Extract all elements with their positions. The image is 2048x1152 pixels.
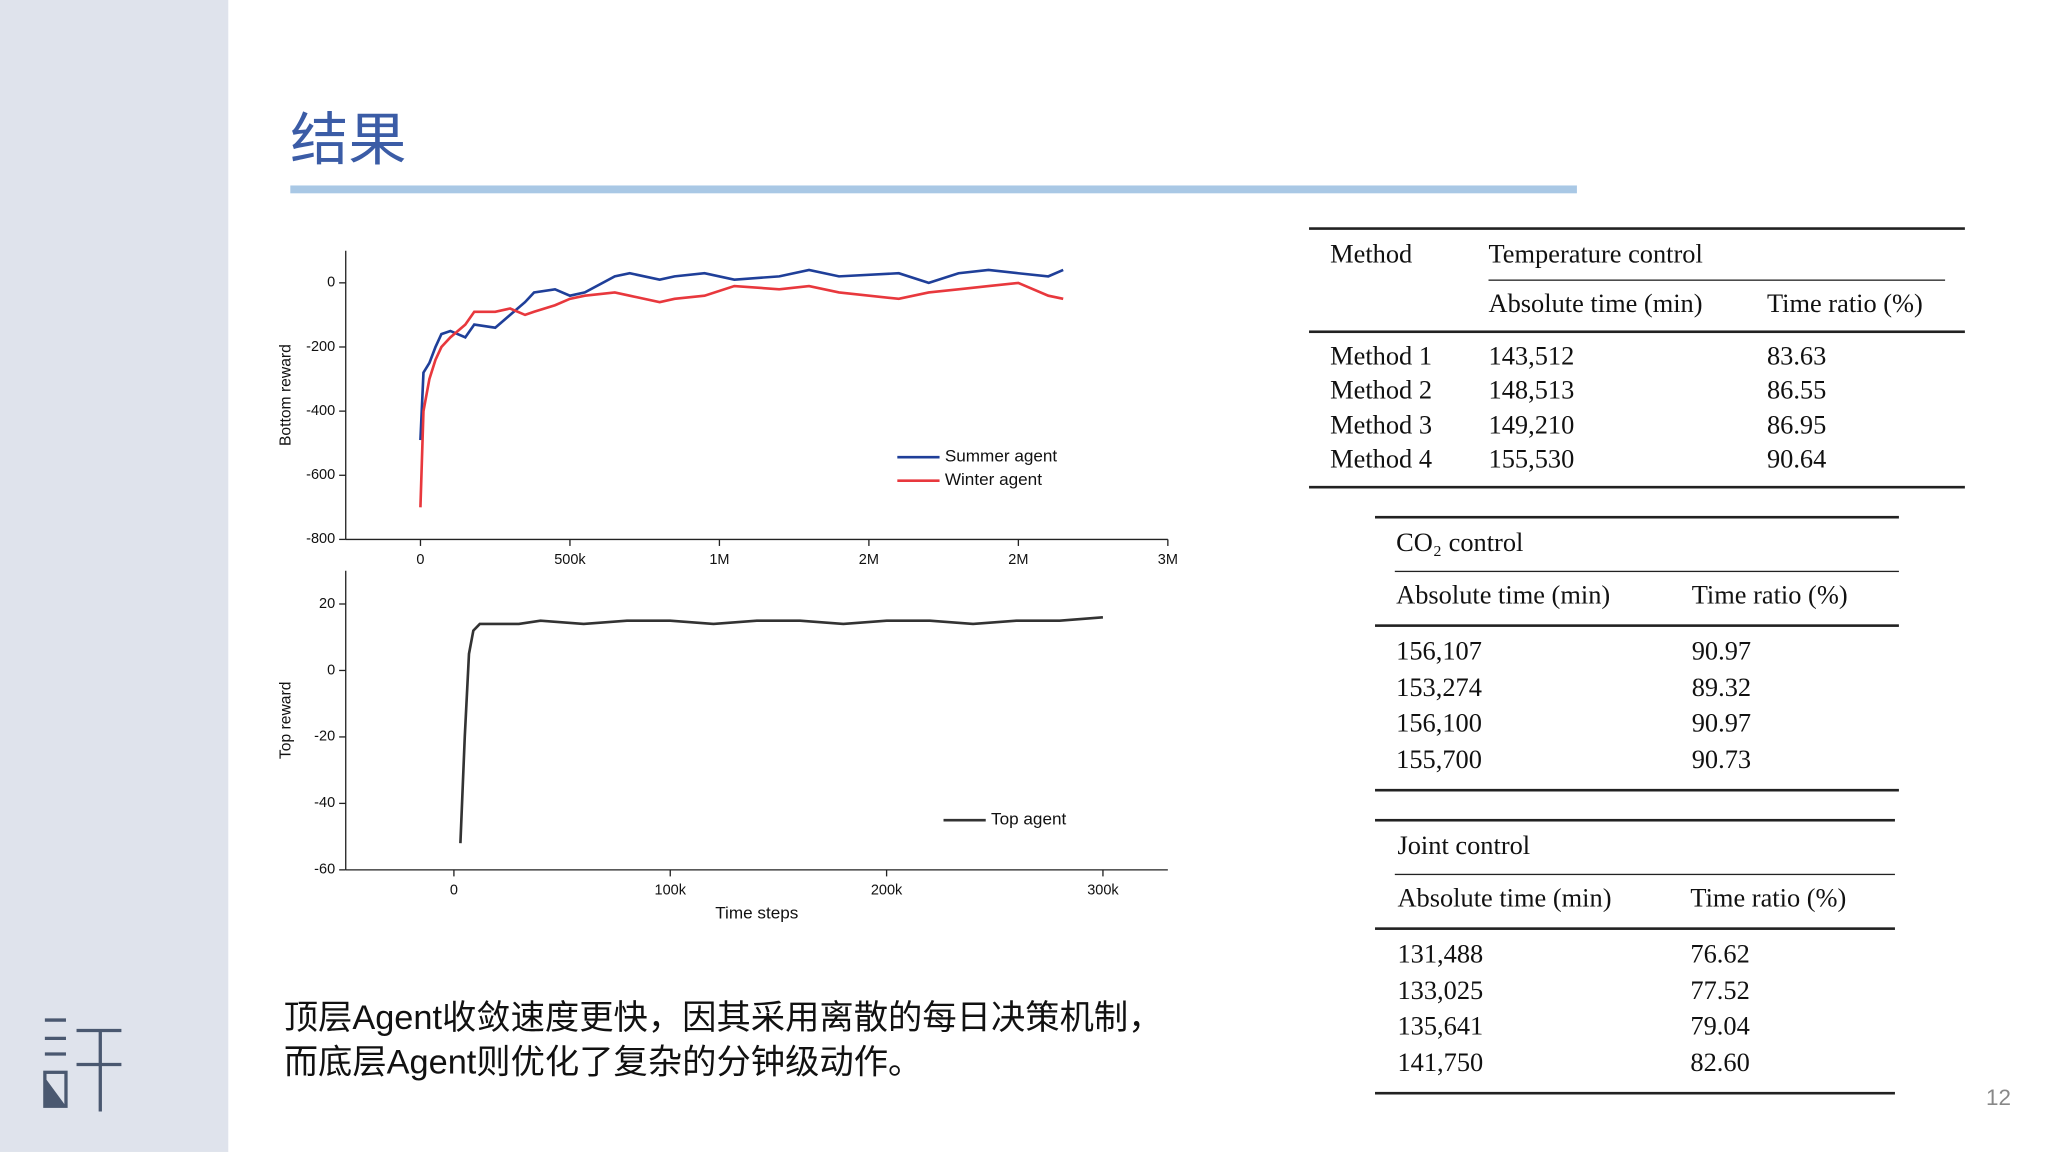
x-tick-label: 2M	[859, 552, 879, 568]
table-header: Time ratio (%)	[1766, 289, 1923, 319]
table-rule	[1375, 927, 1895, 930]
table-rule	[1375, 818, 1895, 822]
y-tick-label: -20	[314, 729, 335, 745]
table-cell: Method 4	[1330, 445, 1433, 474]
table-header: Time ratio (%)	[1691, 581, 1848, 610]
table-cell: Method 2	[1330, 376, 1433, 406]
legend-label: Summer agent	[945, 447, 1058, 466]
table-cell: 90.97	[1691, 637, 1752, 667]
y-tick-label: 0	[327, 662, 335, 678]
table-rule	[1309, 227, 1965, 230]
y-tick-label: -800	[306, 531, 335, 547]
legend-label: Top agent	[991, 810, 1067, 829]
table-header: Time ratio (%)	[1690, 884, 1847, 913]
table-rule	[1488, 279, 1946, 281]
table-header: Method	[1330, 240, 1413, 270]
table-cell: 89.32	[1691, 673, 1752, 703]
table-cell: 83.63	[1766, 342, 1827, 371]
table-cell: Method 1	[1330, 342, 1433, 371]
y-tick-label: -600	[306, 467, 335, 483]
table-cell: 90.97	[1691, 709, 1752, 739]
x-tick-label: 300k	[1087, 883, 1119, 899]
table-group-header: Joint control	[1397, 831, 1531, 861]
table-cell: 153,274	[1396, 673, 1482, 703]
table-rule	[1309, 330, 1965, 334]
table-header: Absolute time (min)	[1397, 884, 1612, 913]
y-tick-label: 0	[327, 275, 335, 291]
table-rule	[1375, 515, 1899, 519]
table-rule	[1375, 624, 1899, 627]
table-rule	[1394, 570, 1899, 573]
y-tick-label: -60	[314, 862, 335, 878]
table-group-header: Temperature control	[1488, 240, 1703, 270]
table-cell: 135,641	[1397, 1012, 1484, 1042]
table-cell: 79.04	[1690, 1012, 1750, 1042]
logo	[43, 1018, 122, 1112]
table-cell: 77.52	[1690, 976, 1750, 1006]
table-cell: 86.55	[1766, 376, 1827, 406]
table-cell: 156,107	[1396, 637, 1482, 667]
table-cell: 90.64	[1766, 445, 1827, 474]
table-cell: 155,700	[1396, 745, 1482, 775]
x-tick-label: 200k	[871, 883, 903, 899]
table-header: Absolute time (min)	[1488, 289, 1703, 319]
y-axis-title: Bottom reward	[277, 344, 294, 446]
data-line	[419, 268, 1064, 441]
x-axis-title: Time steps	[715, 904, 798, 923]
page-number: 12	[1985, 1085, 2011, 1111]
y-axis-title: Top reward	[277, 682, 294, 760]
x-tick-label: 1M	[709, 552, 729, 568]
y-tick-label: -400	[306, 403, 335, 419]
table-cell: 155,530	[1488, 445, 1575, 474]
table-cell: 76.62	[1690, 940, 1750, 970]
y-tick-label: 20	[319, 596, 335, 612]
x-tick-label: 500k	[554, 552, 586, 568]
y-tick-label: -200	[306, 339, 335, 355]
sidebar	[0, 0, 229, 1152]
x-tick-label: 0	[416, 552, 424, 568]
legend-label: Winter agent	[945, 470, 1042, 489]
table-group-header: CO₂ control	[1396, 528, 1524, 558]
data-line	[419, 281, 1064, 508]
table-cell: 156,100	[1396, 709, 1482, 739]
table-cell: 141,750	[1397, 1048, 1484, 1078]
table-cell: 82.60	[1690, 1048, 1750, 1078]
table-header: Absolute time (min)	[1396, 581, 1611, 610]
table-rule	[1375, 1091, 1895, 1095]
table-cell: 148,513	[1488, 376, 1575, 406]
table-cell: 90.73	[1691, 745, 1752, 775]
data-line	[459, 615, 1104, 844]
caption-line: 顶层Agent收敛速度更快，因其采用离散的每日决策机制，	[283, 997, 1163, 1038]
y-tick-label: -40	[314, 795, 335, 811]
x-tick-label: 0	[450, 883, 458, 899]
x-tick-label: 2M	[1008, 552, 1028, 568]
caption-line: 而底层Agent则优化了复杂的分钟级动作。	[283, 1042, 923, 1082]
table-cell: 143,512	[1488, 342, 1575, 371]
x-tick-label: 3M	[1158, 552, 1178, 568]
table-rule	[1394, 873, 1895, 876]
table-rule	[1309, 485, 1965, 489]
table-cell: 86.95	[1766, 410, 1827, 440]
x-tick-label: 100k	[655, 883, 687, 899]
title-underline	[290, 185, 1577, 194]
table-rule	[1375, 788, 1899, 792]
table-cell: 133,025	[1397, 976, 1484, 1006]
table-cell: 131,488	[1397, 940, 1484, 970]
table-cell: Method 3	[1330, 410, 1433, 440]
table-cell: 149,210	[1488, 410, 1575, 440]
slide-title: 结果	[290, 108, 407, 173]
